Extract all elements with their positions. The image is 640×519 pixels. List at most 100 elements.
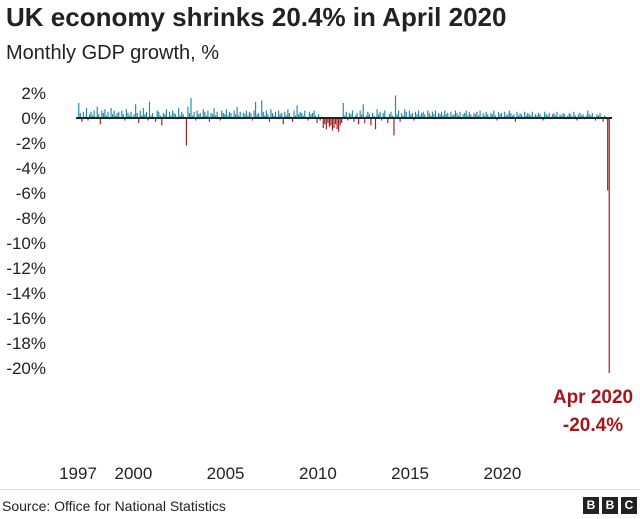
gdp-bar xyxy=(410,114,412,118)
gdp-bar xyxy=(187,106,189,118)
gdp-bar xyxy=(156,110,158,118)
gdp-bar xyxy=(542,118,544,121)
gdp-bar xyxy=(414,111,417,118)
gdp-bar xyxy=(539,114,541,118)
gdp-bar xyxy=(582,114,584,118)
gdp-bar xyxy=(255,101,257,118)
gdp-bar xyxy=(433,114,435,118)
gdp-bar xyxy=(596,114,598,118)
gdp-bar xyxy=(394,95,397,118)
gdp-bar xyxy=(570,114,572,118)
gdp-bar xyxy=(195,118,197,121)
gdp-bar xyxy=(175,114,177,118)
gdp-bar xyxy=(430,115,432,118)
gdp-bar xyxy=(421,113,423,118)
bbc-logo-letter: C xyxy=(621,497,637,514)
gdp-bar xyxy=(537,113,540,118)
y-tick-label: 2% xyxy=(21,84,46,103)
gdp-bar xyxy=(215,115,217,118)
gdp-bar xyxy=(573,111,575,118)
gdp-bar xyxy=(219,118,221,121)
gdp-bar xyxy=(164,114,166,118)
gdp-bar xyxy=(196,110,198,118)
gdp-bar xyxy=(244,114,246,118)
gdp-bar xyxy=(556,111,558,118)
gdp-bar xyxy=(553,113,555,118)
gdp-bar xyxy=(99,118,101,125)
gdp-bar xyxy=(264,115,266,118)
gdp-bar xyxy=(487,114,489,118)
gdp-bar xyxy=(511,115,513,118)
gdp-bar xyxy=(311,113,314,118)
gdp-bar xyxy=(310,114,312,118)
gdp-bar xyxy=(527,113,529,118)
x-tick-label: 2005 xyxy=(207,464,245,483)
gdp-bar xyxy=(79,113,81,118)
gdp-bar xyxy=(453,114,455,118)
gdp-bar xyxy=(127,113,129,118)
gdp-bar xyxy=(121,110,123,118)
gdp-bar xyxy=(588,114,590,118)
gdp-bar xyxy=(597,115,600,118)
gdp-bar xyxy=(381,118,383,121)
gdp-bar xyxy=(213,108,215,118)
chart-title: UK economy shrinks 20.4% in April 2020 xyxy=(6,2,507,32)
gdp-bar xyxy=(579,113,581,118)
gdp-bar xyxy=(411,113,413,118)
gdp-bar xyxy=(145,111,147,118)
gdp-bar xyxy=(551,114,553,118)
gdp-bar xyxy=(499,114,501,118)
gdp-bar xyxy=(494,115,497,118)
gdp-bar xyxy=(205,115,207,118)
gdp-bar xyxy=(388,114,390,118)
gdp-bar xyxy=(576,118,578,121)
gdp-bar xyxy=(141,115,143,118)
x-tick-label: 2010 xyxy=(299,464,337,483)
gdp-bar xyxy=(158,111,160,118)
gdp-bar xyxy=(368,114,370,118)
gdp-bar xyxy=(336,118,338,130)
gdp-bar xyxy=(519,113,521,118)
gdp-bar xyxy=(465,110,467,118)
gdp-bar xyxy=(454,110,457,118)
y-tick-label: -14% xyxy=(6,284,46,303)
gdp-bar xyxy=(178,108,180,118)
gdp-bar xyxy=(328,118,330,127)
gdp-bar xyxy=(207,110,209,118)
gdp-bar xyxy=(322,118,324,128)
gdp-bar xyxy=(331,118,334,131)
gdp-bar xyxy=(442,115,444,118)
gdp-bar xyxy=(142,108,144,118)
gdp-bar xyxy=(168,111,171,118)
gdp-bar xyxy=(279,114,281,118)
gdp-bar xyxy=(493,110,495,118)
gdp-bar xyxy=(450,111,452,118)
gdp-bar xyxy=(514,118,517,122)
gdp-bar xyxy=(559,114,561,118)
gdp-bar xyxy=(405,111,407,118)
gdp-bar xyxy=(267,114,269,118)
gdp-bar xyxy=(485,111,487,118)
gdp-bar xyxy=(462,114,464,118)
gdp-bar xyxy=(608,118,610,373)
gdp-bar xyxy=(161,118,163,126)
gdp-bar xyxy=(150,115,152,118)
gdp-bar xyxy=(258,113,260,118)
gdp-bar xyxy=(504,111,506,118)
gdp-bar xyxy=(508,110,510,118)
gdp-bar xyxy=(102,113,104,118)
gdp-bar xyxy=(253,110,255,118)
gdp-bar xyxy=(339,118,341,126)
gdp-bar xyxy=(547,115,549,118)
gdp-bar xyxy=(391,115,394,118)
gdp-bar xyxy=(324,118,326,125)
gdp-bar xyxy=(193,111,195,118)
gdp-bar xyxy=(107,111,109,118)
gdp-bar xyxy=(122,114,124,118)
gdp-bar xyxy=(93,110,95,118)
gdp-bar xyxy=(251,118,254,121)
gdp-bar xyxy=(318,114,320,118)
gdp-bar xyxy=(228,111,231,118)
gdp-bar xyxy=(437,113,440,118)
gdp-bar xyxy=(270,109,272,118)
